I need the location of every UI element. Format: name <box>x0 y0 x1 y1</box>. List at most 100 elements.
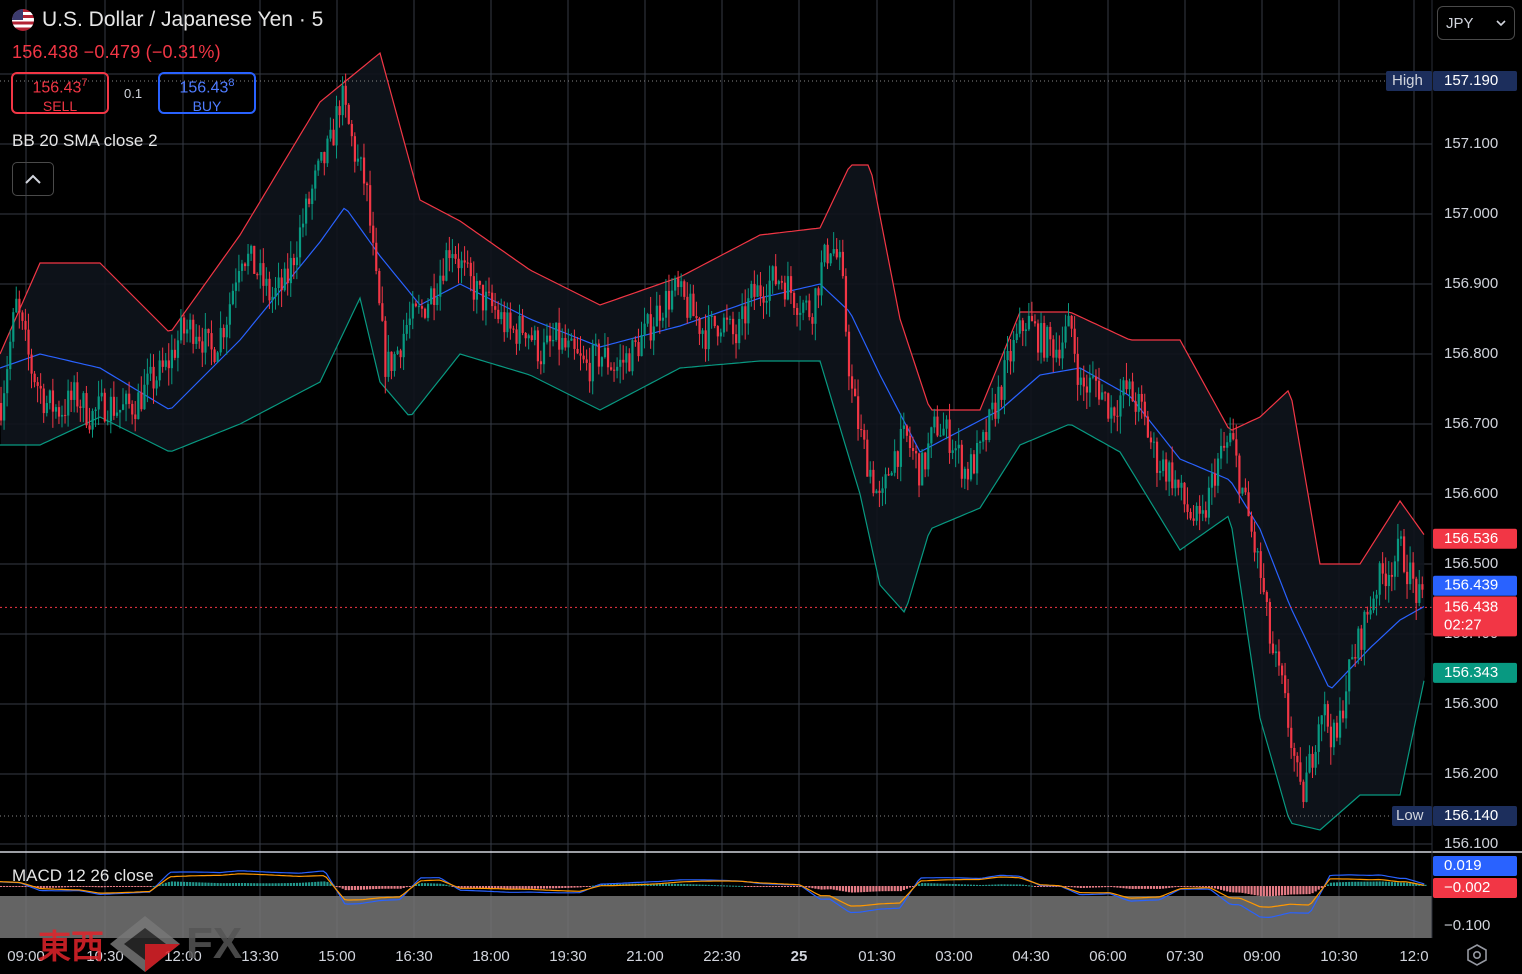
sell-button[interactable]: 156.437 SELL <box>11 72 109 114</box>
collapse-legend-button[interactable] <box>12 162 54 196</box>
macd-histogram-bar <box>1229 886 1232 893</box>
candle-body <box>854 388 857 397</box>
macd-histogram-bar <box>951 883 954 886</box>
candle-body <box>750 283 753 299</box>
macd-histogram-bar <box>1177 886 1180 887</box>
macd-histogram-bar <box>1015 884 1018 886</box>
signal-value-badge: −0.002 <box>1444 879 1490 896</box>
macd-histogram-bar <box>405 886 408 888</box>
time-tick-label: 04:30 <box>1012 948 1050 965</box>
candle-body <box>555 322 558 340</box>
macd-histogram-bar <box>939 883 942 886</box>
candle-body <box>585 359 588 363</box>
macd-histogram-bar <box>591 885 594 887</box>
macd-histogram-bar <box>573 886 576 888</box>
symbol-header[interactable]: U.S. Dollar / Japanese Yen · 5 <box>12 8 323 32</box>
time-tick-label: 16:30 <box>395 948 433 965</box>
candle-body <box>1146 416 1149 438</box>
macd-histogram-bar <box>67 886 70 888</box>
candle-body <box>1052 339 1055 358</box>
bollinger-band-area <box>0 53 1425 830</box>
candle-body <box>1335 722 1339 738</box>
macd-histogram-bar <box>320 881 323 886</box>
macd-histogram-bar <box>1241 886 1244 893</box>
candle-body <box>1247 492 1250 517</box>
candle-body <box>954 448 957 451</box>
macd-histogram-bar <box>1021 884 1024 886</box>
macd-histogram-bar <box>210 882 213 886</box>
macd-histogram-bar <box>875 886 878 892</box>
candle-body <box>1238 455 1241 494</box>
macd-histogram-bar <box>12 886 15 887</box>
candle-body <box>826 244 829 264</box>
macd-histogram-bar <box>112 886 116 887</box>
candle-body <box>408 318 411 326</box>
macd-histogram-bar <box>109 886 112 888</box>
candle-body <box>960 444 963 479</box>
macd-histogram-bar <box>9 886 12 887</box>
macd-histogram-bar <box>750 886 753 887</box>
macd-histogram-bar <box>997 884 1000 886</box>
candle-body <box>997 386 1000 419</box>
candle-body <box>1378 563 1381 595</box>
macd-histogram-bar <box>131 886 134 887</box>
macd-histogram-bar <box>527 886 530 889</box>
candle-body <box>51 390 55 412</box>
macd-histogram-bar <box>237 882 241 886</box>
macd-histogram-bar <box>738 885 741 887</box>
macd-histogram-bar <box>396 886 399 889</box>
candle-body <box>70 390 73 400</box>
macd-histogram-bar <box>1040 886 1043 887</box>
currency-select[interactable]: JPY <box>1437 6 1515 40</box>
candle-body <box>97 396 100 410</box>
candle-body <box>619 359 622 367</box>
candle-body <box>649 314 652 341</box>
bb-lower-badge-bg <box>1433 662 1517 683</box>
candle-body <box>167 360 170 369</box>
candle-body <box>1049 326 1052 340</box>
macd-histogram-bar <box>972 884 976 886</box>
macd-histogram-bar <box>542 886 546 889</box>
candle-body <box>106 421 109 423</box>
macd-histogram-bar <box>128 886 131 887</box>
macd-histogram-bar <box>488 886 491 889</box>
macd-indicator-label[interactable]: MACD 12 26 close <box>12 866 154 885</box>
macd-histogram-bar <box>1342 882 1345 886</box>
macd-badge-bg <box>1433 856 1517 876</box>
candle-body <box>33 373 36 383</box>
chart-settings-icon[interactable] <box>1466 944 1488 966</box>
candle-body <box>728 318 732 320</box>
candle-body <box>759 285 762 297</box>
macd-histogram-bar <box>832 886 835 890</box>
candle-body <box>356 158 360 162</box>
macd-histogram-bar <box>933 883 936 886</box>
candle-body <box>350 123 353 137</box>
macd-histogram-bar <box>570 886 573 888</box>
candle-body <box>280 277 283 291</box>
macd-histogram-bar <box>1168 886 1171 888</box>
high-value-badge: 157.190 <box>1444 72 1498 89</box>
macd-histogram-bar <box>375 886 378 890</box>
candle-body <box>820 262 823 296</box>
macd-histogram-bar <box>317 881 320 886</box>
candle-body <box>951 450 954 453</box>
candle-body <box>1079 377 1082 385</box>
low-value-badge: 156.140 <box>1444 807 1498 824</box>
macd-histogram-bar <box>436 883 439 886</box>
candle-body <box>1015 333 1018 340</box>
candle-body <box>317 160 320 171</box>
bollinger-indicator-label[interactable]: BB 20 SMA close 2 <box>12 131 158 150</box>
macd-histogram-bar <box>829 886 832 890</box>
macd-histogram-bar <box>796 886 799 887</box>
buy-button[interactable]: 156.438 BUY <box>158 72 256 114</box>
macd-histogram-bar <box>1146 886 1149 889</box>
macd-histogram-bar <box>82 886 85 887</box>
macd-histogram-bar <box>469 886 472 889</box>
candle-body <box>1058 349 1061 359</box>
candle-body <box>1037 323 1040 353</box>
macd-histogram-bar <box>1387 881 1390 886</box>
us-flag-icon <box>12 9 34 31</box>
macd-histogram-bar <box>960 884 963 886</box>
time-tick-label: 12:0 <box>1399 948 1428 965</box>
